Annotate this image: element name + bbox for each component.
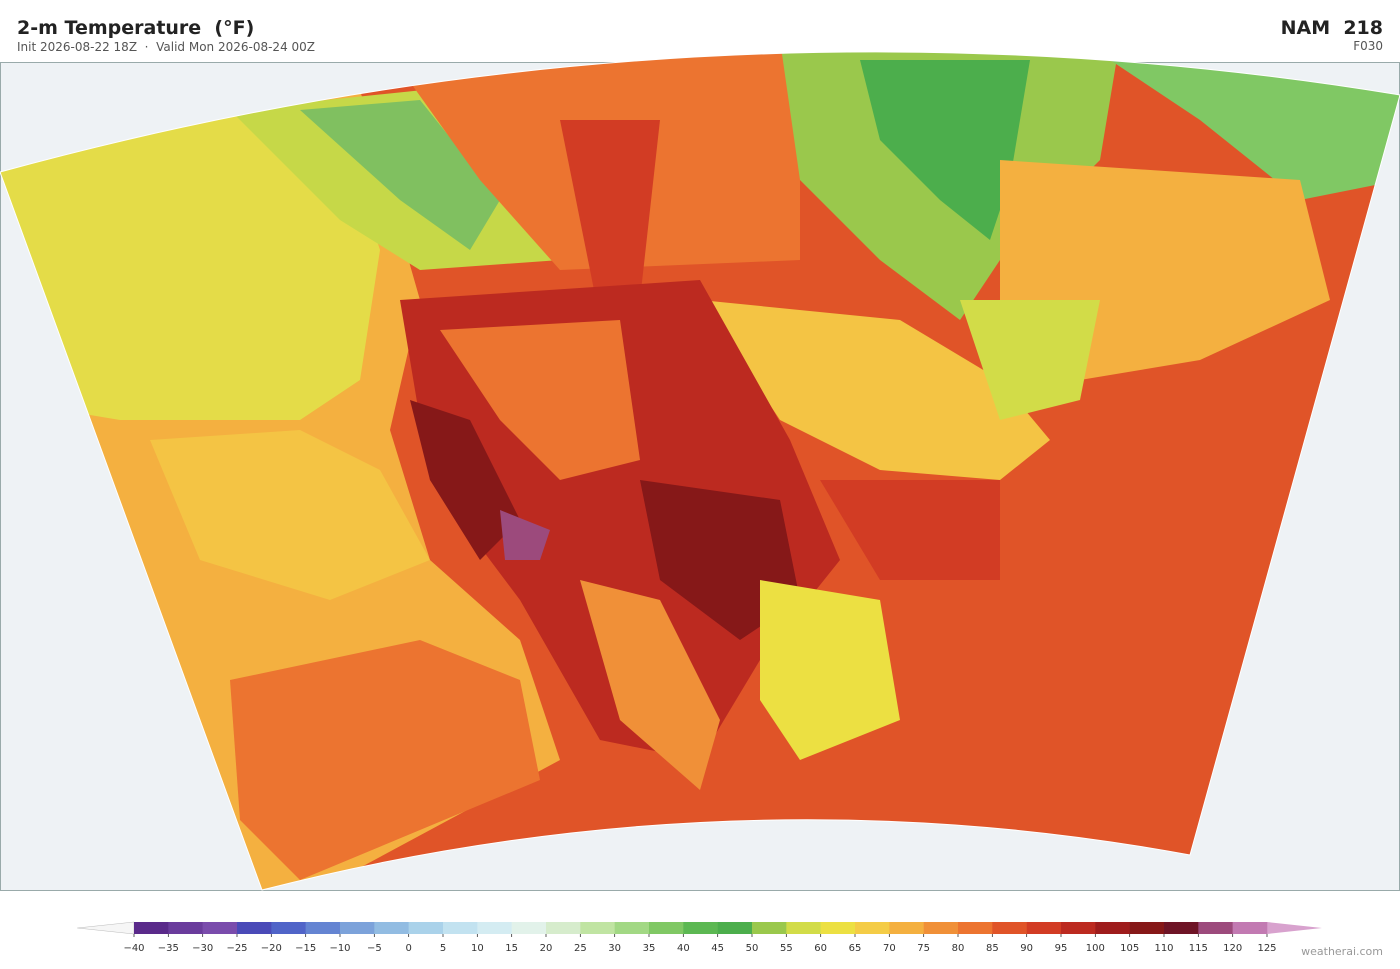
colorbar-tick-label: −15	[295, 943, 316, 954]
colorbar-bin	[340, 922, 375, 934]
colorbar-tick-label: 40	[677, 943, 690, 954]
colorbar-bin	[546, 922, 581, 934]
colorbar-bin	[855, 922, 890, 934]
colorbar-bin	[820, 922, 856, 934]
colorbar-bin	[1232, 922, 1268, 934]
colorbar-tick-label: 10	[471, 943, 484, 954]
colorbar-bin	[649, 922, 684, 934]
colorbar-tick-label: −30	[192, 943, 213, 954]
colorbar-bin	[889, 922, 924, 934]
colorbar-bin	[134, 922, 169, 934]
colorbar-bin	[1095, 922, 1130, 934]
colorbar-bin	[992, 922, 1027, 934]
colorbar-tick-label: 70	[883, 943, 896, 954]
colorbar-tick-label: 15	[505, 943, 518, 954]
colorbar-extend-high	[1267, 922, 1322, 934]
colorbar-tick-label: −40	[123, 943, 144, 954]
colorbar-bin	[477, 922, 512, 934]
colorbar-tick-label: 125	[1257, 943, 1276, 954]
colorbar-bin	[443, 922, 478, 934]
colorbar-bin	[374, 922, 409, 934]
colorbar-bin	[752, 922, 787, 934]
colorbar-extend-low	[77, 921, 135, 935]
model: NAM 218	[1281, 17, 1383, 39]
colorbar-tick-label: 115	[1189, 943, 1208, 954]
title: 2-m Temperature (°F)	[17, 17, 254, 39]
colorbar-tick-label: 30	[608, 943, 621, 954]
colorbar-tick-label: 80	[952, 943, 965, 954]
colorbar-bin	[683, 922, 718, 934]
colorbar-tick-label: 110	[1154, 943, 1173, 954]
colorbar-tick-label: 120	[1223, 943, 1242, 954]
colorbar-tick-label: 95	[1055, 943, 1068, 954]
colorbar-bin	[237, 922, 272, 934]
colorbar-tick-label: 55	[780, 943, 793, 954]
colorbar-tick-label: 75	[917, 943, 930, 954]
colorbar-bin	[305, 922, 341, 934]
colorbar-bin	[1129, 922, 1165, 934]
credit: weatherai.com	[1301, 945, 1383, 958]
colorbar-bin	[168, 922, 203, 934]
colorbar-tick-label: 20	[540, 943, 553, 954]
temperature-field	[0, 51, 1400, 891]
colorbar-tick-label: −5	[367, 943, 382, 954]
colorbar: −40 −35 −30 −25 −20 −15 −10 −5 0 5 10 15 20 25 30 35 40 4…	[77, 921, 1322, 954]
colorbar-tick-label: 50	[746, 943, 759, 954]
colorbar-tick-label: 85	[986, 943, 999, 954]
colorbar-bin	[580, 922, 615, 934]
colorbar-tick-label: 90	[1020, 943, 1033, 954]
colorbar-bin	[202, 922, 238, 934]
colorbar-bin	[511, 922, 547, 934]
colorbar-bin	[958, 922, 993, 934]
colorbar-bin	[408, 922, 444, 934]
subtitle: Init 2026-08-22 18Z · Valid Mon 2026-08-…	[17, 40, 315, 54]
colorbar-tick-label: −20	[261, 943, 282, 954]
colorbar-tick-label: 60	[814, 943, 827, 954]
colorbar-tick-label: −25	[226, 943, 247, 954]
colorbar-bin	[614, 922, 650, 934]
colorbar-tick-label: 5	[440, 943, 446, 954]
colorbar-bin	[1198, 922, 1233, 934]
forecast-hour: F030	[1353, 39, 1383, 53]
colorbar-tick-label: −35	[158, 943, 179, 954]
colorbar-bin	[1164, 922, 1199, 934]
colorbar-bin	[717, 922, 753, 934]
colorbar-bin	[271, 922, 306, 934]
colorbar-tick-label: −10	[329, 943, 350, 954]
colorbar-tick-label: 65	[849, 943, 862, 954]
colorbar-tick-label: 105	[1120, 943, 1139, 954]
colorbar-bin	[1026, 922, 1062, 934]
map	[0, 51, 1400, 891]
colorbar-tick-label: 0	[405, 943, 411, 954]
colorbar-tick-label: 25	[574, 943, 587, 954]
colorbar-tick-label: 35	[643, 943, 656, 954]
colorbar-bin	[1061, 922, 1096, 934]
colorbar-tick-label: 100	[1086, 943, 1105, 954]
colorbar-tick-label: 45	[711, 943, 724, 954]
colorbar-bin	[786, 922, 821, 934]
colorbar-bin	[923, 922, 959, 934]
